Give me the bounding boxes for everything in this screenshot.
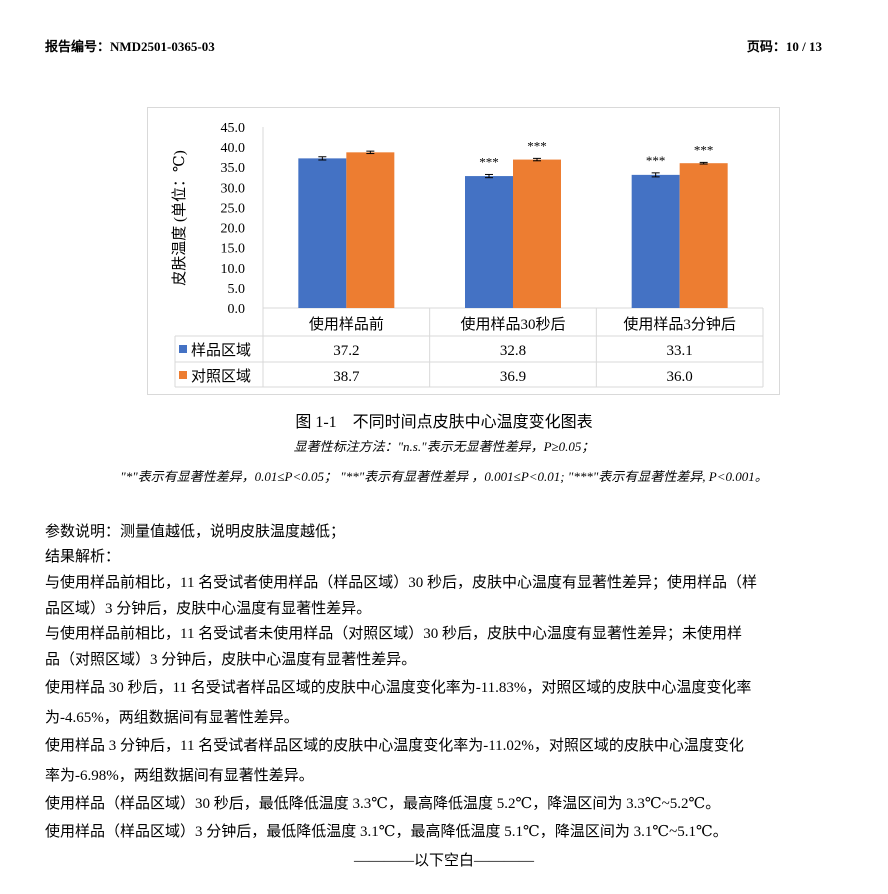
bar-control [679, 163, 728, 308]
body-line: 为-4.65%，两组数据间有显著性差异。 [45, 710, 299, 726]
significance-mark: *** [527, 138, 547, 153]
bar-sample [298, 158, 347, 308]
category-label: 使用样品前 [309, 316, 384, 333]
y-tick-label: 10.0 [221, 262, 246, 277]
data-table-value: 32.8 [500, 343, 526, 359]
legend-label: 样品区域 [191, 342, 251, 359]
y-tick-label: 25.0 [221, 201, 246, 216]
data-table-value: 33.1 [667, 343, 693, 359]
significance-note-1: 显著性标注方法："n.s."表示无显著性差异，P≥0.05； [293, 439, 595, 454]
data-table-value: 36.0 [667, 369, 693, 385]
legend-swatch [179, 371, 187, 379]
bar-control [513, 159, 561, 308]
legend-label: 对照区域 [191, 368, 251, 385]
y-tick-label: 45.0 [221, 121, 246, 136]
figure-caption: 图 1-1 不同时间点皮肤中心温度变化图表 [295, 414, 593, 431]
bar-control [346, 152, 395, 308]
category-label: 使用样品30秒后 [460, 316, 565, 333]
y-tick-label: 35.0 [221, 161, 246, 176]
body-line: 品（对照区域）3 分钟后，皮肤中心温度有显著性差异。 [45, 652, 417, 668]
data-table-value: 36.9 [500, 369, 526, 385]
significance-mark: *** [694, 142, 714, 157]
y-tick-label: 30.0 [221, 181, 246, 196]
body-line: 使用样品（样品区域）30 秒后，最低降低温度 3.3℃，最高降低温度 5.2℃，… [45, 796, 721, 812]
significance-mark: *** [479, 154, 499, 169]
y-tick-label: 5.0 [228, 282, 246, 297]
data-table-value: 38.7 [333, 369, 360, 385]
y-axis-label: 皮肤温度 (单位：℃) [171, 150, 188, 286]
y-tick-label: 20.0 [221, 222, 246, 237]
body-line: 使用样品（样品区域）3 分钟后，最低降低温度 3.1℃，最高降低温度 5.1℃，… [45, 824, 728, 840]
significance-mark: *** [646, 153, 666, 168]
legend-swatch [179, 345, 187, 353]
body-line: 品区域）3 分钟后，皮肤中心温度有显著性差异。 [45, 601, 372, 617]
y-tick-label: 40.0 [221, 141, 246, 156]
body-line: 率为-6.98%，两组数据间有显著性差异。 [45, 768, 314, 784]
bar-chart: 0.0 5.0 10.0 15.0 20.0 25.0 30.0 35.0 40.0 45.0 皮肤… [147, 107, 780, 395]
body-line: 与使用样品前相比，11 名受试者未使用样品（对照区域）30 秒后，皮肤中心温度有… [45, 626, 742, 642]
y-tick-label: 15.0 [221, 242, 246, 257]
category-label: 使用样品3分钟后 [623, 316, 736, 333]
y-tick-label: 0.0 [228, 302, 246, 317]
bar-sample [631, 174, 680, 308]
page-number: 页码：10 / 13 [746, 39, 822, 54]
body-line: 结果解析： [45, 549, 121, 565]
significance-note-2: "*"表示有显著性差异，0.01≤P<0.05； "**"表示有显著性差异 ，0… [120, 469, 768, 484]
body-line: 使用样品 3 分钟后，11 名受试者样品区域的皮肤中心温度变化率为-11.02%… [45, 738, 744, 754]
report-number: 报告编号：NMD2501-0365-03 [45, 39, 215, 54]
end-mark: ————以下空白———— [353, 853, 534, 869]
data-table-value: 37.2 [333, 343, 359, 359]
body-line: 使用样品 30 秒后，11 名受试者样品区域的皮肤中心温度变化率为-11.83%… [45, 680, 752, 696]
body-line: 参数说明：测量值越低，说明皮肤温度越低； [45, 524, 346, 540]
body-line: 与使用样品前相比，11 名受试者使用样品（样品区域）30 秒后，皮肤中心温度有显… [45, 575, 757, 591]
bar-sample [465, 176, 513, 308]
